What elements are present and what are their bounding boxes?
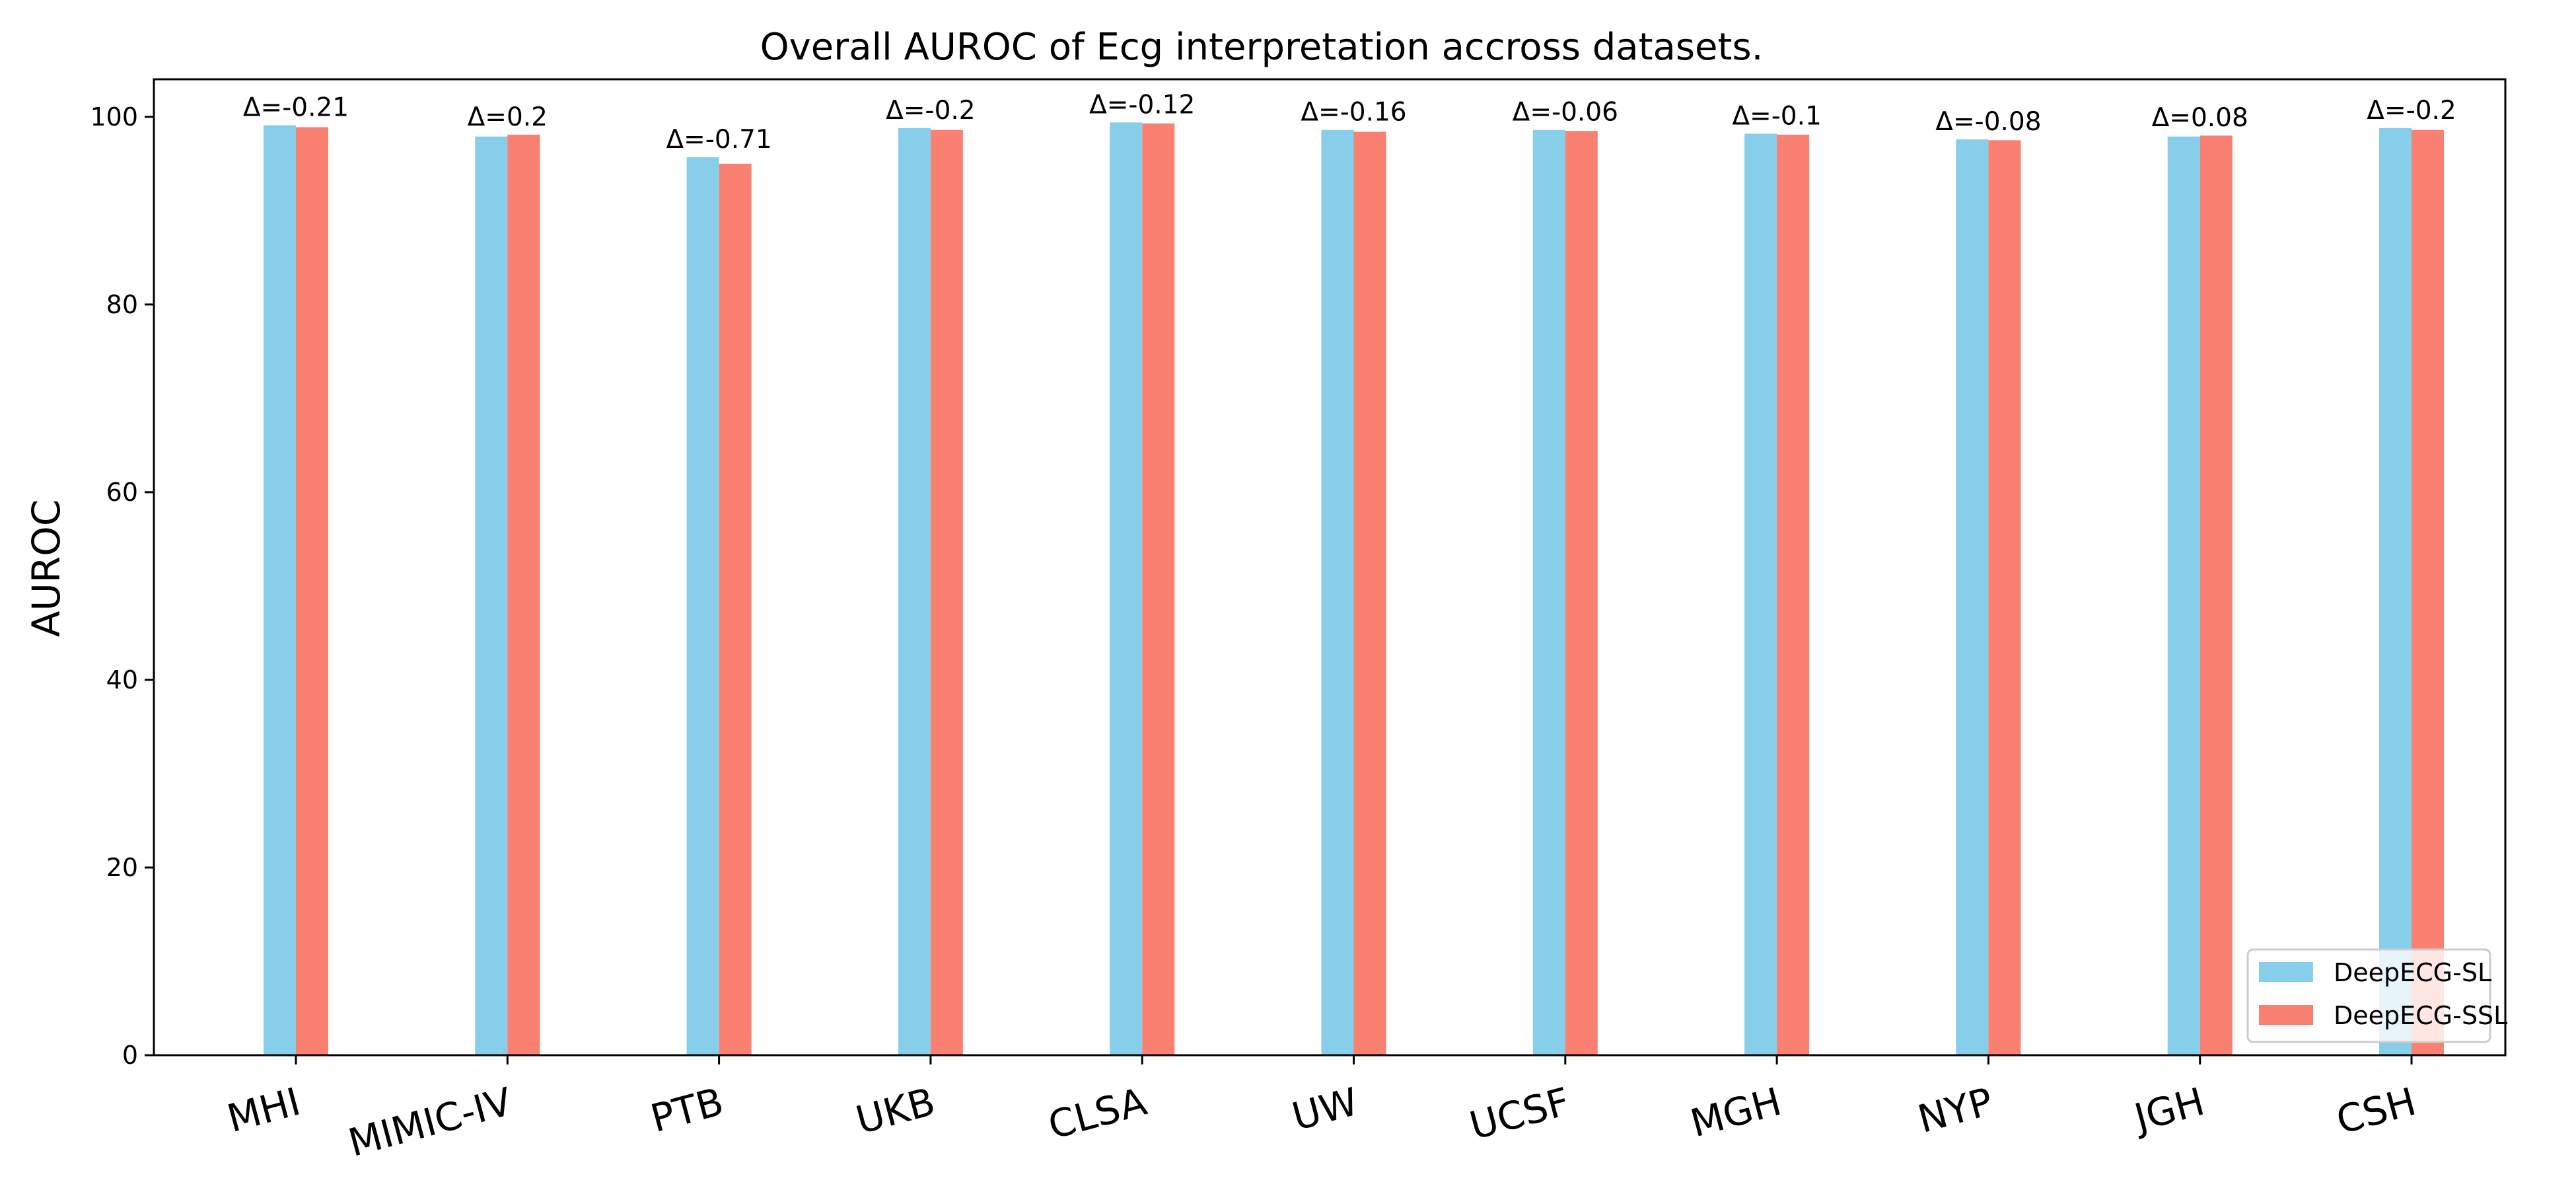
delta-annotation-uw: Δ=-0.16 bbox=[1301, 98, 1406, 128]
bar-deepecg-sl-ptb bbox=[686, 157, 719, 1055]
delta-annotation-ucsf: Δ=-0.06 bbox=[1513, 98, 1618, 128]
legend-label-deepecg-sl: DeepECG-SL bbox=[2334, 958, 2491, 987]
delta-annotations: Δ=-0.21 Δ=0.2 Δ=-0.71 Δ=-0.2 Δ=-0.12 Δ=-0.16 Δ… bbox=[243, 90, 2456, 155]
y-tick-label: 0 bbox=[122, 1041, 138, 1070]
bar-deepecg-ssl-ptb bbox=[719, 163, 752, 1056]
delta-annotation-clsa: Δ=-0.12 bbox=[1089, 90, 1195, 120]
bar-deepecg-sl-jgh bbox=[2167, 136, 2200, 1056]
bar-deepecg-sl-csh bbox=[2379, 128, 2412, 1056]
bar-deepecg-ssl-clsa bbox=[1142, 123, 1175, 1056]
y-tick-label: 60 bbox=[106, 478, 138, 507]
bar-deepecg-sl-ukb bbox=[898, 128, 931, 1056]
chart-title: Overall AUROC of Ecg interpretation accr… bbox=[760, 26, 1764, 69]
delta-annotation-mgh: Δ=-0.1 bbox=[1732, 101, 1821, 131]
bar-deepecg-sl-clsa bbox=[1110, 122, 1143, 1055]
bar-deepecg-ssl-uw bbox=[1353, 131, 1386, 1055]
delta-annotation-ukb: Δ=-0.2 bbox=[886, 96, 975, 126]
bar-deepecg-ssl-ukb bbox=[930, 130, 963, 1055]
y-axis: 0 20 40 60 80 100 bbox=[90, 102, 154, 1070]
legend-swatch-deepecg-sl bbox=[2259, 962, 2313, 982]
bar-deepecg-sl-mhi bbox=[264, 125, 296, 1056]
y-tick-label: 40 bbox=[106, 665, 138, 694]
delta-annotation-mhi: Δ=-0.21 bbox=[243, 93, 349, 123]
delta-annotation-mimic-iv: Δ=0.2 bbox=[468, 102, 548, 132]
y-axis-label: AUROC bbox=[24, 500, 69, 638]
bar-deepecg-ssl-mimic-iv bbox=[507, 134, 540, 1055]
bar-deepecg-ssl-mgh bbox=[1777, 134, 1810, 1055]
bar-deepecg-sl-mgh bbox=[1744, 133, 1777, 1056]
y-tick-label: 20 bbox=[106, 853, 138, 882]
legend: DeepECG-SL DeepECG-SSL bbox=[2246, 948, 2507, 1043]
delta-annotation-ptb: Δ=-0.71 bbox=[666, 125, 771, 155]
bar-deepecg-ssl-csh bbox=[2412, 130, 2444, 1055]
y-tick-label: 100 bbox=[90, 102, 138, 131]
bar-deepecg-sl-ucsf bbox=[1532, 130, 1565, 1055]
bar-deepecg-sl-nyp bbox=[1956, 139, 1989, 1055]
plot-area-frame bbox=[153, 78, 2507, 1057]
legend-label-deepecg-ssl: DeepECG-SSL bbox=[2334, 1001, 2507, 1030]
bar-deepecg-ssl-jgh bbox=[2200, 135, 2233, 1055]
delta-annotation-jgh: Δ=0.08 bbox=[2152, 103, 2248, 133]
y-tick-label: 80 bbox=[106, 290, 138, 319]
bar-deepecg-ssl-mhi bbox=[296, 127, 328, 1055]
delta-annotation-csh: Δ=-0.2 bbox=[2367, 96, 2456, 126]
bar-deepecg-ssl-ucsf bbox=[1565, 131, 1598, 1055]
bar-deepecg-sl-mimic-iv bbox=[475, 136, 508, 1056]
bar-deepecg-ssl-nyp bbox=[1988, 140, 2021, 1055]
legend-swatch-deepecg-ssl bbox=[2259, 1005, 2313, 1025]
bars-layer bbox=[264, 122, 2444, 1056]
bar-deepecg-sl-uw bbox=[1321, 130, 1354, 1055]
delta-annotation-nyp: Δ=-0.08 bbox=[1935, 107, 2041, 137]
